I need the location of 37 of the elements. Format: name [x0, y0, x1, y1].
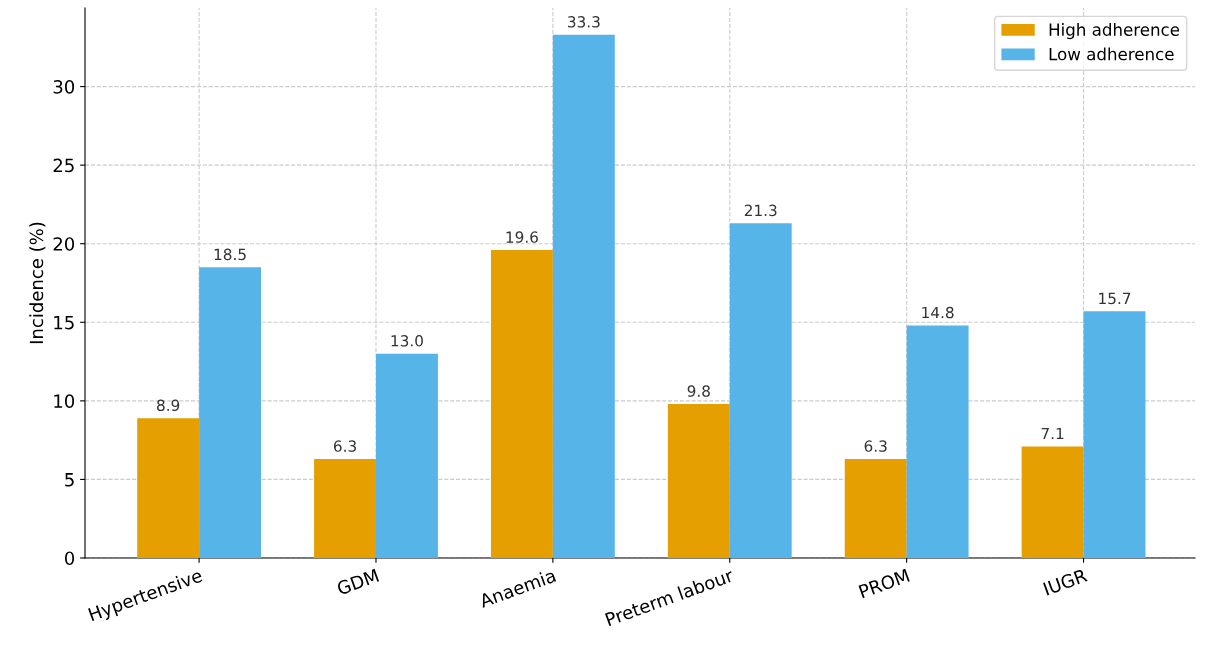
data-label: 13.0: [391, 335, 423, 347]
data-label: 6.3: [333, 440, 356, 452]
data-label: 9.8: [687, 385, 710, 397]
legend-label: Low adherence: [1049, 47, 1174, 61]
data-label: 18.5: [214, 248, 246, 261]
y-tick-label: 15: [54, 315, 74, 330]
y-axis-title: Incidence (%): [29, 222, 46, 344]
bar: [375, 353, 438, 558]
bar: [729, 223, 792, 558]
bar: [137, 418, 200, 558]
bar: [667, 404, 730, 558]
data-label: 7.1: [1041, 427, 1064, 440]
bar: [1083, 311, 1146, 558]
bar: [314, 459, 376, 558]
bar: [490, 250, 553, 558]
x-tick-label: GDM: [336, 568, 380, 596]
y-tick-label: 0: [64, 551, 75, 566]
y-tick-label: 25: [53, 158, 74, 173]
data-label: 8.9: [157, 399, 180, 412]
x-tick-label: IUGR: [1042, 568, 1088, 596]
x-tick-label: PROM: [858, 568, 910, 599]
bar: [199, 267, 262, 558]
y-tick-label: 20: [53, 237, 75, 251]
y-tick-label: 30: [53, 80, 75, 94]
bar: [1021, 446, 1084, 558]
bar: [552, 34, 615, 558]
y-tick-label: 5: [65, 473, 74, 487]
data-label: 6.3: [864, 440, 887, 452]
data-label: 19.6: [506, 231, 538, 243]
legend-label: High adherence: [1049, 23, 1180, 40]
data-label: 15.7: [1099, 292, 1131, 305]
bar: [844, 459, 907, 558]
data-label: 21.3: [744, 204, 777, 217]
y-tick-label: 10: [54, 394, 75, 408]
data-label: 33.3: [567, 16, 600, 28]
bar: [906, 325, 969, 558]
data-label: 14.8: [922, 306, 954, 319]
